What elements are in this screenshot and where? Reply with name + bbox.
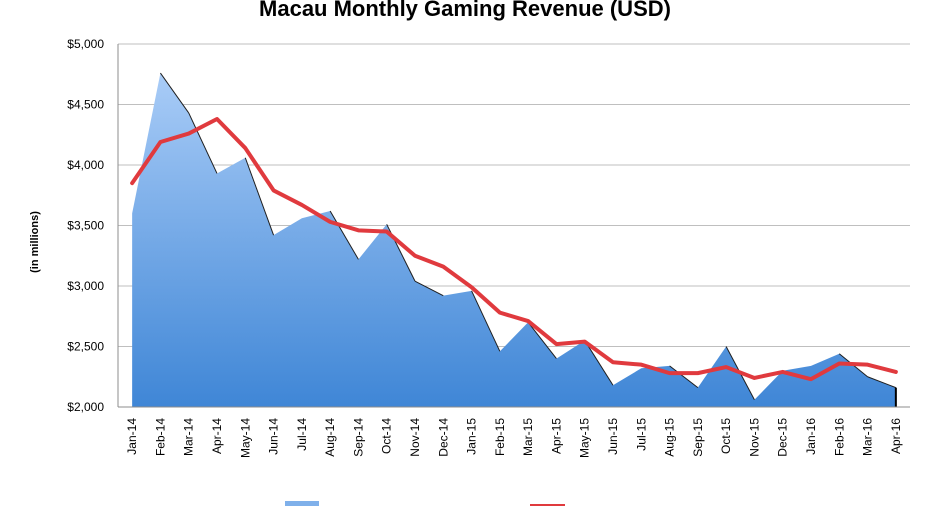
x-tick-label: Jun-14 xyxy=(267,418,281,455)
area-edge xyxy=(867,376,897,389)
x-tick-label: Dec-14 xyxy=(436,418,450,457)
area-edge xyxy=(471,290,501,352)
area-edge xyxy=(669,365,699,389)
x-tick-label: Nov-15 xyxy=(747,418,761,457)
area-edge xyxy=(527,321,557,359)
x-tick-label: Apr-16 xyxy=(889,418,903,454)
x-tick-label: Jun-15 xyxy=(606,418,620,455)
y-axis: $2,000 $2,500 $3,000 $3,500 $4,000 $4,500 $5,0… xyxy=(67,37,119,414)
area-edge xyxy=(188,112,218,174)
x-tick-label: Jul-14 xyxy=(295,418,309,451)
y-tick-label: $3,000 xyxy=(67,279,104,293)
x-tick-label: Aug-15 xyxy=(663,418,677,457)
y-tick-label: $3,500 xyxy=(67,219,104,233)
x-tick-label: Jul-15 xyxy=(634,418,648,451)
y-tick-label: $2,000 xyxy=(67,400,104,414)
chart-title: Macau Monthly Gaming Revenue (USD) xyxy=(259,0,671,21)
y-tick-label: $4,000 xyxy=(67,158,104,172)
x-tick-label: Mar-16 xyxy=(861,418,875,456)
line-series xyxy=(130,117,898,382)
y-tick-label: $4,500 xyxy=(67,98,104,112)
area-edge xyxy=(584,340,614,386)
y-axis-label: (in millions) xyxy=(29,211,41,273)
x-tick-label: Feb-16 xyxy=(832,418,846,456)
area-series xyxy=(132,72,897,407)
x-axis: Jan-14 Feb-14 Mar-14 Apr-14 May-14 Jun-14 Jul-… xyxy=(118,406,910,458)
moving-average-line xyxy=(130,117,898,382)
x-tick-label: Oct-14 xyxy=(380,418,394,454)
area-edge xyxy=(244,157,275,236)
x-tick-label: Dec-15 xyxy=(776,418,790,457)
x-tick-label: Sep-14 xyxy=(351,418,365,457)
y-tick-label: $5,000 xyxy=(67,37,104,51)
x-tick-label: Jan-14 xyxy=(125,418,139,455)
area-edge xyxy=(160,72,190,114)
area-edge xyxy=(414,280,444,297)
x-tick-label: Feb-15 xyxy=(493,418,507,456)
x-tick-label: Jan-16 xyxy=(804,418,818,455)
x-tick-label: Sep-15 xyxy=(691,418,705,457)
x-tick-label: May-14 xyxy=(238,418,252,458)
x-tick-label: May-15 xyxy=(578,418,592,458)
x-tick-label: Nov-14 xyxy=(408,418,422,457)
area-fill xyxy=(132,73,896,407)
legend-area-swatch xyxy=(285,501,319,506)
x-tick-label: Mar-15 xyxy=(521,418,535,456)
x-tick-label: Aug-14 xyxy=(323,418,337,457)
area-edge xyxy=(329,210,359,260)
x-tick-label: Jan-15 xyxy=(465,418,479,455)
legend xyxy=(285,501,565,506)
x-tick-label: Apr-15 xyxy=(549,418,563,454)
x-tick-label: Apr-14 xyxy=(210,418,224,454)
y-tick-label: $2,500 xyxy=(67,340,104,354)
x-tick-label: Oct-15 xyxy=(719,418,733,454)
x-tick-label: Mar-14 xyxy=(182,418,196,456)
x-tick-label: Feb-14 xyxy=(153,418,167,456)
